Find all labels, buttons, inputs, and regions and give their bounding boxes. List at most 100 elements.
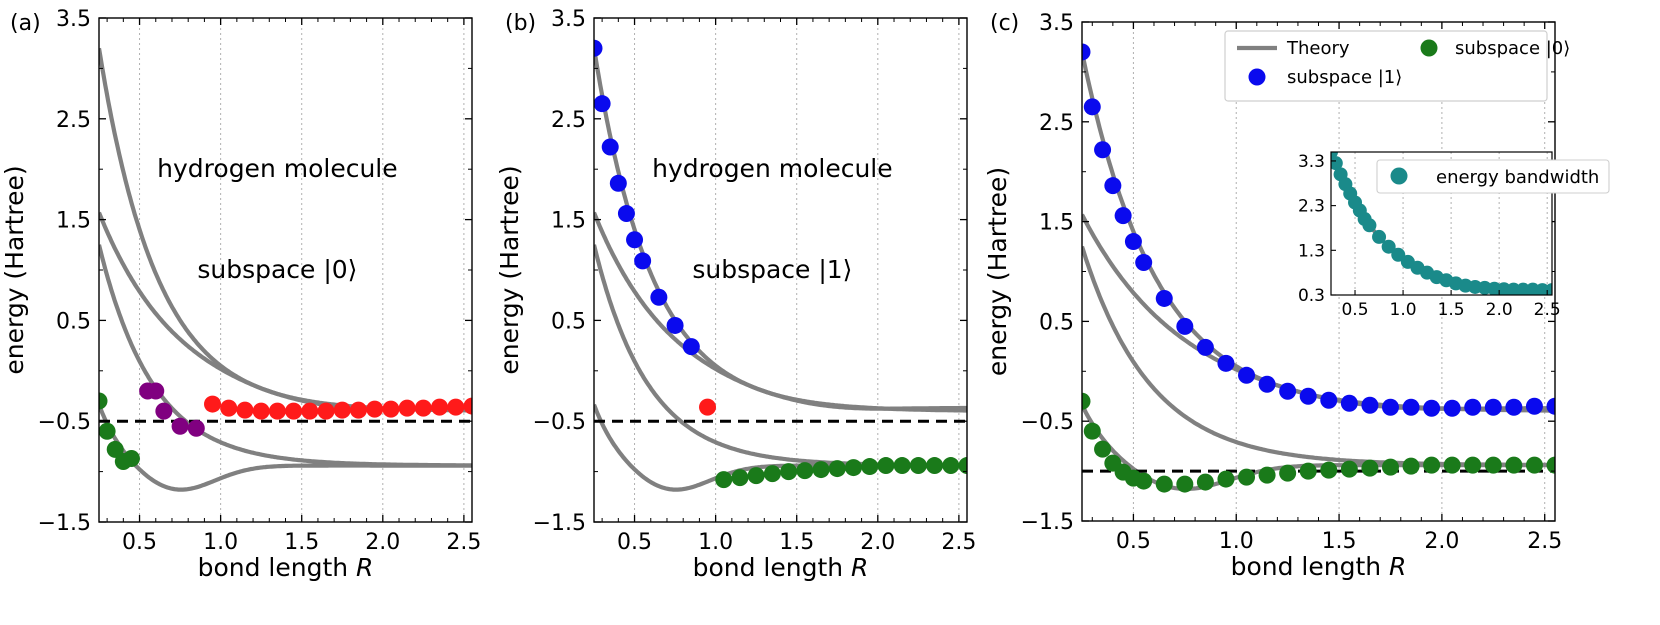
data-point bbox=[122, 449, 140, 467]
inset-x-tick-label: 1.5 bbox=[1438, 300, 1465, 320]
data-point bbox=[1196, 338, 1214, 356]
data-point bbox=[650, 288, 668, 306]
data-point bbox=[301, 402, 319, 420]
data-point bbox=[861, 458, 879, 476]
y-tick-label: 3.5 bbox=[1039, 11, 1074, 36]
x-tick-label: 2.5 bbox=[941, 530, 976, 555]
legend-marker-subspace-0 bbox=[1420, 39, 1438, 57]
panel-label: (a) bbox=[10, 11, 41, 36]
data-point bbox=[1258, 466, 1276, 484]
theory-curve bbox=[99, 47, 472, 413]
data-point bbox=[171, 417, 189, 435]
y-tick-label: −1.5 bbox=[1021, 510, 1074, 535]
data-point bbox=[1525, 456, 1543, 474]
y-tick-label: 2.5 bbox=[56, 108, 91, 133]
inset-y-tick-label: 2.3 bbox=[1298, 197, 1325, 217]
data-point bbox=[1402, 457, 1420, 475]
data-point bbox=[349, 401, 367, 419]
data-point bbox=[1443, 399, 1461, 417]
data-point bbox=[1155, 475, 1173, 493]
data-point bbox=[1381, 398, 1399, 416]
data-point bbox=[317, 402, 335, 420]
data-point bbox=[99, 422, 116, 440]
annotation-subspace: subspace |0⟩ bbox=[197, 255, 357, 284]
panel-b: 0.5 1.0 1.5 2.0 2.5 −1.5 −0.5 0.5 1.5 2.5 3.5 bond … bbox=[495, 7, 976, 582]
panel-label: (b) bbox=[505, 11, 536, 36]
data-point bbox=[252, 402, 270, 420]
data-point bbox=[99, 392, 108, 410]
inset-x-tick-label: 1.0 bbox=[1390, 300, 1417, 320]
data-point bbox=[926, 457, 944, 475]
inset-legend-marker bbox=[1390, 167, 1408, 185]
data-point bbox=[220, 399, 238, 417]
x-tick-label: 1.0 bbox=[203, 530, 238, 555]
inset-y-tick-label: 1.3 bbox=[1298, 241, 1325, 261]
data-point bbox=[1340, 394, 1358, 412]
panel-label: (c) bbox=[990, 11, 1019, 36]
data-point bbox=[828, 460, 846, 478]
inset-x-tick-label: 0.5 bbox=[1341, 300, 1368, 320]
theory-curve bbox=[99, 403, 472, 492]
data-point bbox=[1299, 387, 1317, 405]
data-point bbox=[1361, 396, 1379, 414]
data-point bbox=[942, 457, 960, 475]
data-point bbox=[1361, 459, 1379, 477]
data-point bbox=[812, 461, 830, 479]
data-point bbox=[147, 382, 165, 400]
data-point bbox=[1082, 392, 1091, 410]
data-point bbox=[626, 231, 644, 249]
data-point bbox=[1258, 375, 1276, 393]
y-tick-label: −1.5 bbox=[533, 511, 586, 536]
legend-subspace-0-label: subspace |0⟩ bbox=[1455, 38, 1570, 59]
y-tick-label: 2.5 bbox=[551, 108, 586, 133]
data-point bbox=[1402, 398, 1420, 416]
y-tick-label: −1.5 bbox=[38, 511, 91, 536]
data-point bbox=[285, 402, 303, 420]
data-point bbox=[1082, 43, 1091, 61]
inset-data-point bbox=[1362, 218, 1377, 233]
inset-legend-label: energy bandwidth bbox=[1436, 167, 1599, 188]
data-point bbox=[1279, 464, 1297, 482]
data-point bbox=[1217, 354, 1235, 372]
data-point bbox=[682, 338, 700, 356]
data-point bbox=[1505, 398, 1523, 416]
data-point bbox=[1443, 456, 1461, 474]
data-point bbox=[463, 397, 472, 415]
data-point bbox=[666, 316, 684, 334]
data-point bbox=[780, 463, 798, 481]
y-axis-label: energy (Hartree) bbox=[0, 165, 29, 374]
data-point bbox=[594, 39, 603, 57]
y-axis-label: energy (Hartree) bbox=[983, 167, 1012, 376]
y-axis-label: energy (Hartree) bbox=[495, 165, 524, 374]
data-point bbox=[204, 395, 222, 413]
x-axis-label: bond length R bbox=[693, 553, 869, 582]
inset-x-tick-label: 2.5 bbox=[1534, 300, 1561, 320]
inset-data-point bbox=[1372, 229, 1387, 244]
data-point bbox=[1464, 456, 1482, 474]
data-point bbox=[1135, 472, 1153, 490]
data-point bbox=[715, 471, 733, 489]
data-point bbox=[796, 462, 814, 480]
legend-subspace-1-label: subspace |1⟩ bbox=[1287, 67, 1402, 88]
data-point bbox=[1114, 207, 1132, 225]
data-point bbox=[1135, 254, 1153, 272]
y-tick-label: −0.5 bbox=[533, 410, 586, 435]
data-point bbox=[1083, 98, 1101, 116]
data-point bbox=[431, 398, 449, 416]
data-point bbox=[601, 138, 619, 156]
data-point bbox=[155, 402, 173, 420]
x-tick-label: 1.0 bbox=[698, 530, 733, 555]
data-point bbox=[699, 398, 717, 416]
inset-data-point bbox=[1391, 247, 1406, 262]
y-tick-label: −0.5 bbox=[1021, 410, 1074, 435]
annotation-title: hydrogen molecule bbox=[652, 154, 892, 183]
x-tick-label: 0.5 bbox=[1116, 529, 1151, 554]
data-point bbox=[1423, 456, 1441, 474]
x-axis-label-italic: R bbox=[1389, 552, 1406, 581]
x-tick-label: 1.5 bbox=[779, 530, 814, 555]
data-point bbox=[414, 399, 432, 417]
annotation-title: hydrogen molecule bbox=[157, 154, 397, 183]
data-point bbox=[1094, 141, 1112, 159]
x-axis-label: bond length R bbox=[198, 553, 374, 582]
